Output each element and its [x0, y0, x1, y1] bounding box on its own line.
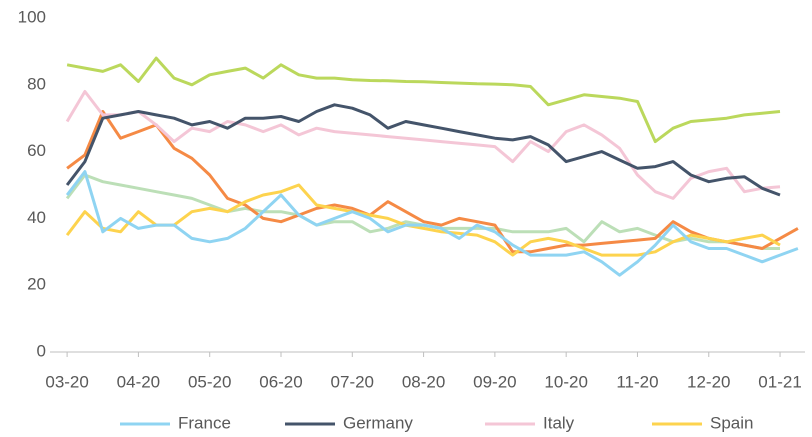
legend-label: Italy	[543, 413, 575, 432]
series-line	[65, 90, 781, 200]
x-tick-label: 11-20	[616, 372, 658, 391]
x-tick-label: 07-20	[331, 372, 374, 391]
legend-label: Spain	[710, 413, 753, 432]
x-tick-label: 08-20	[402, 372, 445, 391]
series-line	[65, 170, 799, 277]
series-line	[65, 183, 781, 257]
x-tick-label: 01-21	[758, 372, 801, 391]
series-line	[65, 173, 780, 250]
x-tick-label: 09-20	[473, 372, 516, 391]
x-tick-label: 04-20	[117, 372, 160, 391]
y-tick-label: 80	[27, 74, 46, 93]
x-tick-label: 10-20	[544, 372, 587, 391]
legend-label: Germany	[343, 413, 413, 432]
series-line	[66, 56, 781, 144]
y-tick-label: 100	[18, 7, 46, 26]
y-tick-label: 40	[27, 208, 46, 227]
series-line	[65, 103, 781, 197]
y-tick-label: 0	[37, 341, 46, 360]
series-line	[66, 110, 799, 254]
y-tick-label: 60	[27, 141, 46, 160]
x-tick-label: 03-20	[45, 372, 88, 391]
x-tick-label: 06-20	[259, 372, 302, 391]
x-tick-label: 12-20	[687, 372, 730, 391]
x-tick-label: 05-20	[188, 372, 231, 391]
y-tick-label: 20	[27, 275, 46, 294]
legend-label: France	[178, 413, 231, 432]
